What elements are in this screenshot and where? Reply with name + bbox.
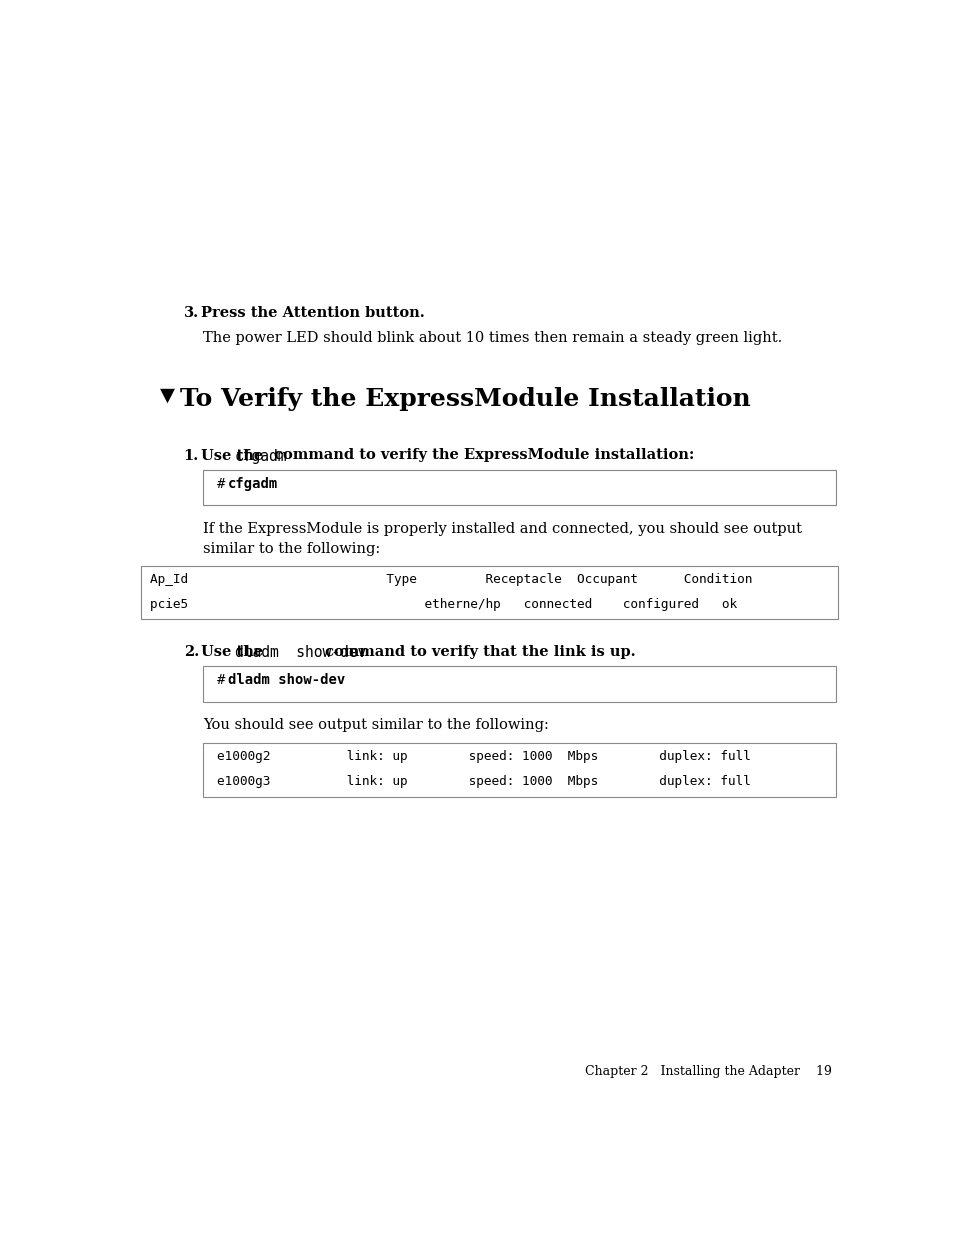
Text: Press the Attention button.: Press the Attention button. bbox=[200, 306, 424, 320]
Text: #: # bbox=[216, 673, 233, 688]
FancyBboxPatch shape bbox=[203, 667, 835, 701]
Text: e1000g3          link: up        speed: 1000  Mbps        duplex: full: e1000g3 link: up speed: 1000 Mbps duplex… bbox=[216, 776, 750, 788]
Text: #: # bbox=[216, 477, 233, 492]
Text: Use the: Use the bbox=[200, 645, 268, 658]
Text: 1.: 1. bbox=[183, 448, 198, 462]
Text: To Verify the ExpressModule Installation: To Verify the ExpressModule Installation bbox=[179, 387, 750, 411]
Text: ▼: ▼ bbox=[159, 387, 174, 405]
FancyBboxPatch shape bbox=[141, 566, 838, 620]
Text: dladm  show-dev: dladm show-dev bbox=[234, 645, 366, 659]
Text: You should see output similar to the following:: You should see output similar to the fol… bbox=[203, 718, 548, 732]
Text: 3.: 3. bbox=[183, 306, 198, 320]
Text: similar to the following:: similar to the following: bbox=[203, 542, 380, 557]
FancyBboxPatch shape bbox=[203, 742, 835, 797]
Text: pcie5                               etherne/hp   connected    configured   ok: pcie5 etherne/hp connected configured ok bbox=[150, 598, 737, 611]
Text: cfgadm: cfgadm bbox=[234, 448, 287, 463]
Text: Chapter 2   Installing the Adapter    19: Chapter 2 Installing the Adapter 19 bbox=[585, 1065, 831, 1077]
Text: The power LED should blink about 10 times then remain a steady green light.: The power LED should blink about 10 time… bbox=[203, 331, 781, 346]
FancyBboxPatch shape bbox=[203, 471, 835, 505]
Text: command to verify that the link is up.: command to verify that the link is up. bbox=[320, 645, 636, 658]
Text: dladm show-dev: dladm show-dev bbox=[228, 673, 345, 688]
Text: If the ExpressModule is properly installed and connected, you should see output: If the ExpressModule is properly install… bbox=[203, 521, 801, 536]
Text: cfgadm: cfgadm bbox=[228, 477, 277, 492]
Text: command to verify the ExpressModule installation:: command to verify the ExpressModule inst… bbox=[269, 448, 694, 462]
Text: Use the: Use the bbox=[200, 448, 268, 462]
Text: Ap_Id                          Type         Receptacle  Occupant      Condition: Ap_Id Type Receptacle Occupant Condition bbox=[150, 573, 752, 587]
Text: 2.: 2. bbox=[183, 645, 198, 658]
Text: e1000g2          link: up        speed: 1000  Mbps        duplex: full: e1000g2 link: up speed: 1000 Mbps duplex… bbox=[216, 751, 750, 763]
